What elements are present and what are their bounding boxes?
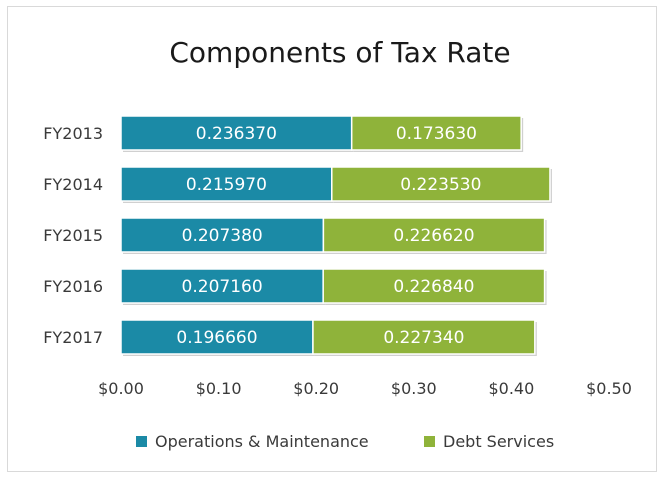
category-label-fy2014: FY2014	[43, 175, 103, 194]
x-tick-label: $0.40	[488, 379, 534, 398]
legend-swatch-operations-maintenance	[136, 436, 147, 447]
x-tick-label: $0.30	[391, 379, 437, 398]
x-tick-label: $0.00	[98, 379, 144, 398]
legend-label: Debt Services	[443, 432, 554, 451]
data-label-operations-maintenance-fy2016: 0.207160	[182, 277, 263, 297]
bars-layer: 0.236370 0.173630 0.215970 0.223530 0.207380…	[121, 116, 552, 356]
data-label-operations-maintenance-fy2013: 0.236370	[196, 124, 277, 144]
legend-label: Operations & Maintenance	[155, 432, 369, 451]
category-label-fy2017: FY2017	[43, 328, 103, 347]
x-axis-ticks: $0.00 $0.10 $0.20 $0.30 $0.40 $0.50	[98, 379, 632, 398]
data-label-debt-services-fy2015: 0.226620	[393, 226, 474, 246]
data-label-debt-services-fy2013: 0.173630	[396, 124, 477, 144]
data-label-operations-maintenance-fy2014: 0.215970	[186, 175, 267, 195]
x-tick-label: $0.50	[586, 379, 632, 398]
chart-title: Components of Tax Rate	[169, 36, 510, 69]
data-label-debt-services-fy2014: 0.223530	[400, 175, 481, 195]
category-label-fy2015: FY2015	[43, 226, 103, 245]
x-tick-label: $0.10	[196, 379, 242, 398]
x-tick-label: $0.20	[293, 379, 339, 398]
category-label-fy2013: FY2013	[43, 124, 103, 143]
data-label-operations-maintenance-fy2015: 0.207380	[182, 226, 263, 246]
data-label-operations-maintenance-fy2017: 0.196660	[176, 328, 257, 348]
category-label-fy2016: FY2016	[43, 277, 103, 296]
legend-swatch-debt-services	[424, 436, 435, 447]
data-label-debt-services-fy2016: 0.226840	[393, 277, 474, 297]
legend: Operations & Maintenance Debt Services	[136, 432, 554, 451]
data-label-debt-services-fy2017: 0.227340	[383, 328, 464, 348]
category-labels: FY2013 FY2014 FY2015 FY2016 FY2017	[43, 124, 103, 347]
